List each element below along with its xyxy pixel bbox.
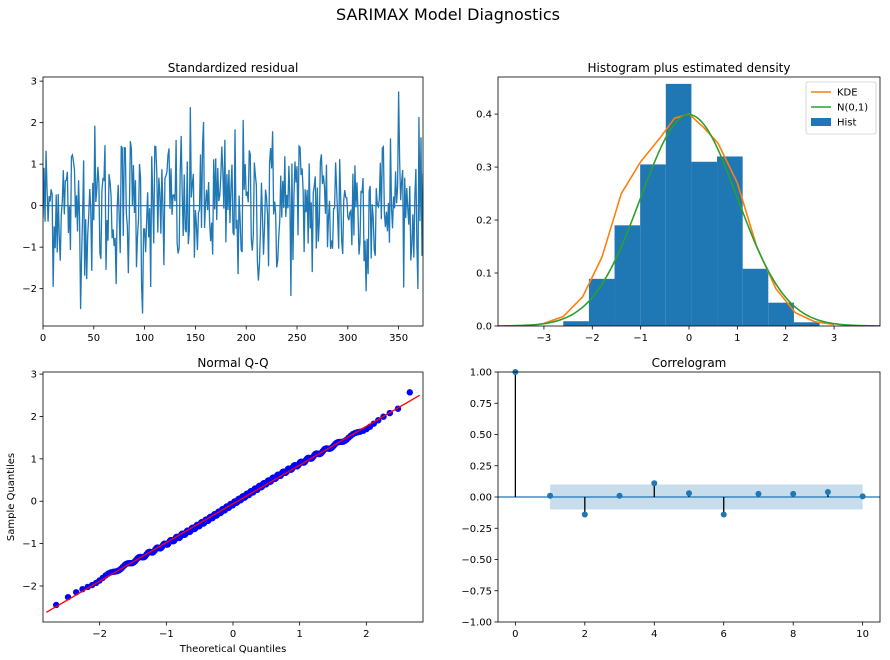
- residual-series-line: [43, 91, 423, 314]
- x-tick-label: −2: [92, 629, 107, 640]
- y-tick-label: 1: [31, 454, 37, 465]
- x-tick-label: 150: [186, 333, 205, 344]
- y-tick-label: −2: [22, 581, 37, 592]
- y-tick-label: 1.00: [470, 368, 492, 379]
- y-tick-label: 0.25: [470, 461, 492, 472]
- x-tick-label: 1: [734, 333, 740, 344]
- x-tick-label: 4: [651, 629, 657, 640]
- acf-marker: [824, 489, 831, 495]
- x-tick-label: −3: [537, 333, 552, 344]
- acf-marker: [581, 511, 588, 518]
- x-tick-label: 0: [230, 629, 236, 640]
- acf-marker: [720, 511, 727, 518]
- x-tick-label: −1: [159, 629, 174, 640]
- panel-title: Correlogram: [652, 356, 727, 370]
- acf-marker: [859, 493, 866, 500]
- histogram-bar: [742, 268, 769, 326]
- x-tick-label: 3: [831, 333, 837, 344]
- x-tick-label: 50: [87, 333, 100, 344]
- x-tick-label: 2: [363, 629, 369, 640]
- figure-title: SARIMAX Model Diagnostics: [336, 5, 560, 24]
- legend-label: Hist: [837, 118, 857, 129]
- normal-qq-panel: Normal Q-Q −2 −1 0 1 2 −2 −1 0 1 2 3 Theoretical Qua…: [6, 356, 436, 655]
- y-tick-label: −1: [22, 539, 37, 550]
- panel-title: Histogram plus estimated density: [588, 61, 791, 75]
- x-tick-label: 2: [783, 333, 789, 344]
- histogram-bar: [614, 225, 641, 326]
- histogram-bar: [768, 302, 794, 326]
- legend: KDE N(0,1) Hist: [805, 81, 877, 135]
- y-tick-label: 2: [31, 412, 37, 423]
- normal-density-curve: [498, 113, 880, 326]
- x-tick-label: 350: [389, 333, 408, 344]
- y-tick-label: −1.00: [461, 618, 492, 629]
- x-tick-label: −2: [585, 333, 600, 344]
- y-tick-label: −0.75: [461, 586, 492, 597]
- histogram-bar: [691, 161, 718, 326]
- axes-frame: [42, 76, 424, 327]
- y-tick-label: 3: [31, 77, 37, 88]
- qq-point: [370, 420, 378, 427]
- histogram-bar: [588, 278, 615, 326]
- axes-frame: [42, 371, 424, 623]
- qq-point: [406, 389, 413, 396]
- x-tick-label: 0: [40, 333, 46, 344]
- qq-point: [430, 382, 436, 388]
- y-tick-label: −0.25: [461, 524, 492, 535]
- acf-marker: [651, 480, 658, 487]
- qq-points: [30, 382, 436, 615]
- histogram-bar: [793, 322, 820, 326]
- acf-marker: [616, 492, 623, 499]
- x-tick-label: 250: [287, 333, 306, 344]
- x-tick-label: 10: [856, 629, 869, 640]
- y-tick-label: 3: [31, 370, 37, 381]
- histogram-panel: Histogram plus estimated density −3 −2 −1 0 1…: [476, 61, 881, 344]
- y-tick-label: 1: [31, 160, 37, 171]
- y-tick-label: 0.1: [476, 269, 492, 280]
- x-tick-label: 2: [582, 629, 588, 640]
- x-tick-label: 100: [135, 333, 154, 344]
- standardized-residual-panel: Standardized residual 0 50 100 150 200 250 300 3…: [22, 61, 424, 344]
- y-tick-label: 0.75: [470, 399, 492, 410]
- y-tick-label: 0.50: [470, 430, 492, 441]
- x-axis-label: Theoretical Quantiles: [179, 644, 287, 655]
- acf-marker: [547, 492, 554, 499]
- qq-point: [30, 609, 36, 615]
- y-tick-label: 0.00: [470, 493, 492, 504]
- legend-label: N(0,1): [837, 103, 868, 114]
- y-tick-label: −0.50: [461, 555, 492, 566]
- x-tick-label: 8: [790, 629, 796, 640]
- correlogram-panel: Correlogram 0 2 4 6 8 10 −1.00 −0.75 −0.50 −0.25 0.…: [461, 356, 881, 640]
- y-tick-label: −2: [22, 284, 37, 295]
- y-tick-label: 2: [31, 118, 37, 129]
- y-tick-label: 0.0: [476, 322, 492, 333]
- y-tick-label: 0.4: [476, 110, 492, 121]
- acf-marker: [686, 490, 692, 497]
- acf-marker: [790, 490, 797, 497]
- x-tick-label: 6: [721, 629, 727, 640]
- y-tick-label: 0: [31, 497, 37, 508]
- histogram-bar: [563, 321, 589, 326]
- panel-title: Standardized residual: [168, 61, 299, 75]
- histogram-bar: [717, 156, 743, 326]
- histogram-bar: [640, 164, 666, 326]
- legend-label: KDE: [837, 88, 858, 99]
- y-tick-label: 0: [31, 201, 37, 212]
- x-tick-label: 300: [338, 333, 357, 344]
- x-tick-label: 200: [237, 333, 256, 344]
- acf-marker: [755, 490, 762, 497]
- x-tick-label: −1: [633, 333, 648, 344]
- x-tick-label: 1: [296, 629, 302, 640]
- x-tick-label: 0: [686, 333, 692, 344]
- y-axis-label: Sample Quantiles: [6, 453, 17, 541]
- y-tick-label: −1: [22, 243, 37, 254]
- qq-point: [53, 601, 60, 609]
- y-tick-label: 0.3: [476, 163, 492, 174]
- y-tick-label: 0.2: [476, 216, 492, 227]
- legend-swatch: [811, 118, 831, 126]
- qq-reference-line: [46, 394, 420, 613]
- x-tick-label: 0: [512, 629, 518, 640]
- panel-title: Normal Q-Q: [197, 356, 268, 370]
